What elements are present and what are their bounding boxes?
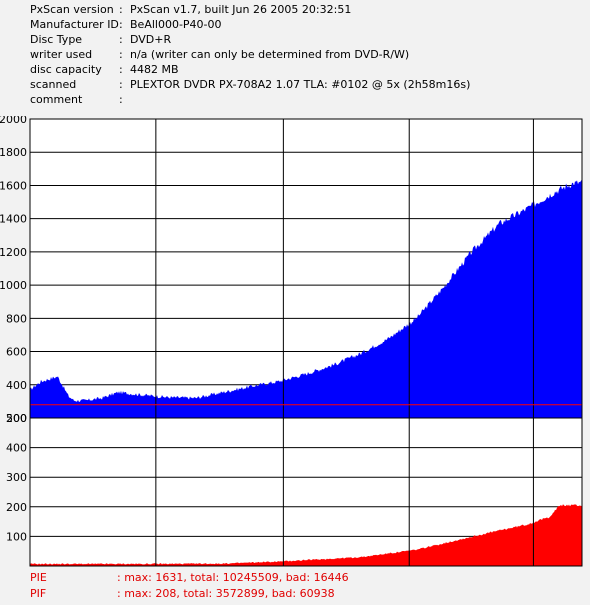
pie-series-area xyxy=(30,179,582,418)
pie-tick-label: 1800 xyxy=(0,146,27,159)
pie-tick-label: 1400 xyxy=(0,213,27,226)
scan-info-panel: PxScan version : PxScan v1.7, built Jun … xyxy=(0,0,590,116)
info-value: DVD+R xyxy=(130,33,172,46)
info-key: writer used xyxy=(30,48,93,61)
pie-tick-label: 2000 xyxy=(0,116,27,126)
legend-pie-name: PIE xyxy=(30,571,47,584)
info-value: n/a (writer can only be determined from … xyxy=(130,48,410,61)
pif-tick-label: 500 xyxy=(6,412,27,425)
pif-tick-label: 400 xyxy=(6,442,27,455)
pie-tick-label: 1000 xyxy=(0,279,27,292)
pie-plot: 200 400 600 800 1000 1200 1400 1600 1800 2000 xyxy=(0,116,583,425)
pie-tick-label: 600 xyxy=(6,346,27,359)
legend-pif-stats: : max: 208, total: 3572899, bad: 60938 xyxy=(117,587,335,600)
info-separator: : xyxy=(119,63,123,76)
pie-tick-label: 200 xyxy=(6,412,27,425)
scan-chart: 200 400 600 800 1000 1200 1400 1600 1800 2000 100… xyxy=(0,116,583,567)
pif-tick-label: 200 xyxy=(6,501,27,514)
pif-plot: 100 200 300 400 500 xyxy=(6,412,583,567)
pie-tick-label: 800 xyxy=(6,312,27,325)
info-key: comment xyxy=(30,93,83,106)
info-key: disc capacity xyxy=(30,63,102,76)
info-value: PxScan v1.7, built Jun 26 2005 20:32:51 xyxy=(130,3,352,16)
pif-series-area xyxy=(30,504,582,566)
legend-pie-stats: : max: 1631, total: 10245509, bad: 16446 xyxy=(117,571,349,584)
info-separator: : xyxy=(119,18,123,31)
info-value: 4482 MB xyxy=(130,63,179,76)
info-key: Disc Type xyxy=(30,33,83,46)
info-key: Manufacturer ID xyxy=(30,18,119,31)
pie-tick-label: 1600 xyxy=(0,179,27,192)
info-separator: : xyxy=(119,93,123,106)
legend-pif-name: PIF xyxy=(30,587,47,600)
info-key: PxScan version xyxy=(30,3,114,16)
pif-tick-label: 300 xyxy=(6,471,27,484)
pif-frame xyxy=(29,417,583,567)
pie-tick-label: 1200 xyxy=(0,246,27,259)
info-value: BeAll000-P40-00 xyxy=(130,18,222,31)
info-separator: : xyxy=(119,33,123,46)
info-separator: : xyxy=(119,3,123,16)
info-value: PLEXTOR DVDR PX-708A2 1.07 TLA: #0102 @ … xyxy=(130,78,471,91)
info-separator: : xyxy=(119,78,123,91)
info-separator: : xyxy=(119,48,123,61)
legend: PIE : max: 1631, total: 10245509, bad: 1… xyxy=(0,568,590,605)
pie-tick-label: 400 xyxy=(6,379,27,392)
info-key: scanned xyxy=(30,78,77,91)
pif-tick-label: 100 xyxy=(6,530,27,543)
